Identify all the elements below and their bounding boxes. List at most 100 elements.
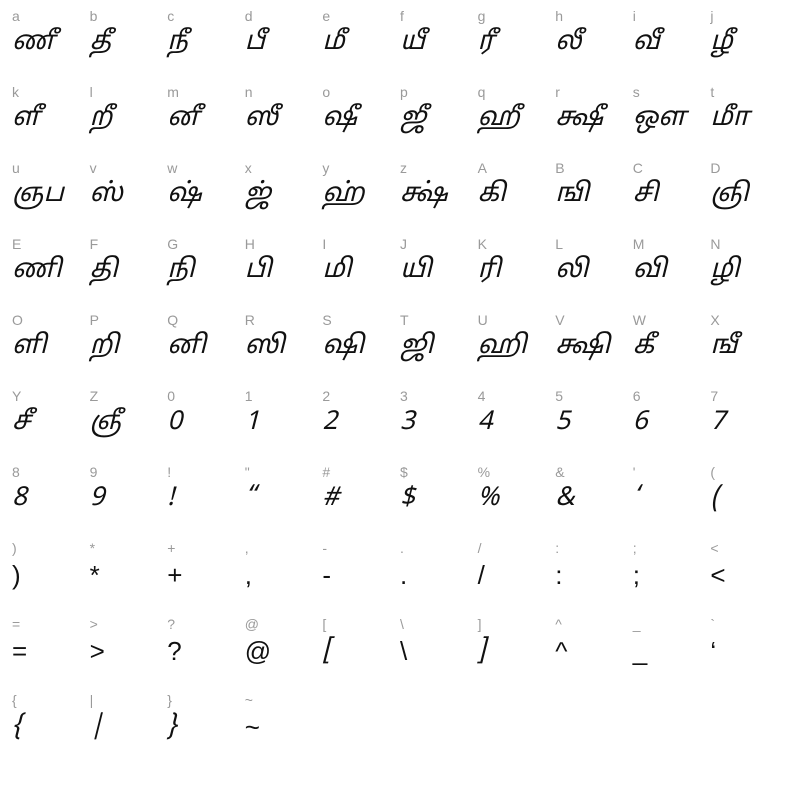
glyph: க்ஷ் <box>400 182 448 208</box>
glyph-cell: rக்ஷீ <box>555 84 633 154</box>
glyph: யீ <box>400 30 425 56</box>
key-label: O <box>12 312 23 328</box>
glyph-cell: Aகி <box>478 160 556 230</box>
glyph-cell: xஜ் <box>245 160 323 230</box>
glyph: ஸீ <box>245 106 278 132</box>
key-label: F <box>90 236 99 252</box>
key-label: x <box>245 160 252 176</box>
key-label: @ <box>245 616 259 632</box>
glyph: ஷீ <box>322 106 357 132</box>
glyph-cell: -- <box>322 540 400 610</box>
glyph-cell: && <box>555 464 633 534</box>
key-label: : <box>555 540 559 556</box>
glyph-grid: aணீbதீcநீdபீeமீfயீgரீhலீiவீjழீkளீlறீmனீn… <box>12 8 788 762</box>
glyph-cell: // <box>478 540 556 610</box>
glyph: > <box>90 638 105 664</box>
key-label: _ <box>633 616 641 632</box>
key-label: T <box>400 312 409 328</box>
glyph: ஹீ <box>478 106 520 132</box>
key-label: $ <box>400 464 408 480</box>
glyph-cell: Iமி <box>322 236 400 306</box>
glyph-cell: Wகீ <box>633 312 711 382</box>
key-label: B <box>555 160 564 176</box>
glyph-cell: gரீ <box>478 8 556 78</box>
key-label: ( <box>710 464 715 480</box>
glyph-cell: Dஞி <box>710 160 788 230</box>
key-label: * <box>90 540 95 556</box>
key-label: ! <box>167 464 171 480</box>
glyph: % <box>478 486 500 512</box>
glyph: தி <box>90 258 118 284</box>
glyph-cell: Nழி <box>710 236 788 306</box>
glyph: மீா <box>710 106 749 132</box>
key-label: f <box>400 8 404 24</box>
glyph-cell: :: <box>555 540 633 610</box>
glyph-cell: h லீ <box>555 8 633 78</box>
glyph-cell: Jயி <box>400 236 478 306</box>
key-label: W <box>633 312 646 328</box>
glyph-cell: 99 <box>90 464 168 534</box>
glyph: னீ <box>167 106 200 132</box>
glyph-cell: ?? <box>167 616 245 686</box>
glyph: ணி <box>12 258 62 284</box>
glyph-cell: O ளி <box>12 312 90 382</box>
key-label: } <box>167 692 172 708</box>
glyph-cell: cநீ <box>167 8 245 78</box>
key-label: I <box>322 236 326 252</box>
glyph: ! <box>167 486 174 512</box>
glyph: ரி <box>478 258 501 284</box>
glyph: 5 <box>555 410 570 436</box>
key-label: M <box>633 236 645 252</box>
glyph-cell: 55 <box>555 388 633 458</box>
key-label: / <box>478 540 482 556</box>
glyph-cell: lறீ <box>90 84 168 154</box>
key-label: g <box>478 8 486 24</box>
key-label: e <box>322 8 330 24</box>
glyph-cell: '‘ <box>633 464 711 534</box>
glyph-cell: !! <box>167 464 245 534</box>
glyph-cell: Kரி <box>478 236 556 306</box>
glyph: ] <box>478 638 486 664</box>
glyph: . <box>400 562 407 588</box>
glyph: நீ <box>167 30 188 56</box>
glyph-cell: == <box>12 616 90 686</box>
key-label: 2 <box>322 388 330 404</box>
key-label: ~ <box>245 692 253 708</box>
glyph-cell: Lலி <box>555 236 633 306</box>
key-label: R <box>245 312 255 328</box>
key-label: h <box>555 8 563 24</box>
glyph-cell: Uஹி <box>478 312 556 382</box>
glyph-cell: ^^ <box>555 616 633 686</box>
glyph-cell: eமீ <box>322 8 400 78</box>
glyph: 9 <box>90 486 105 512</box>
glyph: பி <box>245 258 272 284</box>
glyph: @ <box>245 638 271 664</box>
key-label: J <box>400 236 407 252</box>
key-label: w <box>167 160 177 176</box>
key-label: % <box>478 464 490 480</box>
glyph-cell: nஸீ <box>245 84 323 154</box>
key-label: < <box>710 540 718 556</box>
glyph-cell: )) <box>12 540 90 610</box>
key-label: l <box>90 84 93 100</box>
glyph-cell: F தி <box>90 236 168 306</box>
glyph-cell: 88 <box>12 464 90 534</box>
glyph: 3 <box>400 410 415 436</box>
glyph: “ <box>245 486 256 512</box>
glyph: ஷி <box>322 334 364 360</box>
glyph-cell: aணீ <box>12 8 90 78</box>
glyph: லீ <box>555 30 581 56</box>
glyph: & <box>555 486 574 512</box>
glyph: ஞி <box>710 182 748 208</box>
key-label: > <box>90 616 98 632</box>
glyph-cell: qஹீ <box>478 84 556 154</box>
key-label: b <box>90 8 98 24</box>
key-label: E <box>12 236 21 252</box>
glyph-cell: sஔ <box>633 84 711 154</box>
key-label: + <box>167 540 175 556</box>
glyph: ஸி <box>245 334 285 360</box>
glyph: 4 <box>478 410 493 436</box>
glyph: ளி <box>12 334 47 360</box>
key-label: 8 <box>12 464 20 480</box>
key-label: t <box>710 84 714 100</box>
